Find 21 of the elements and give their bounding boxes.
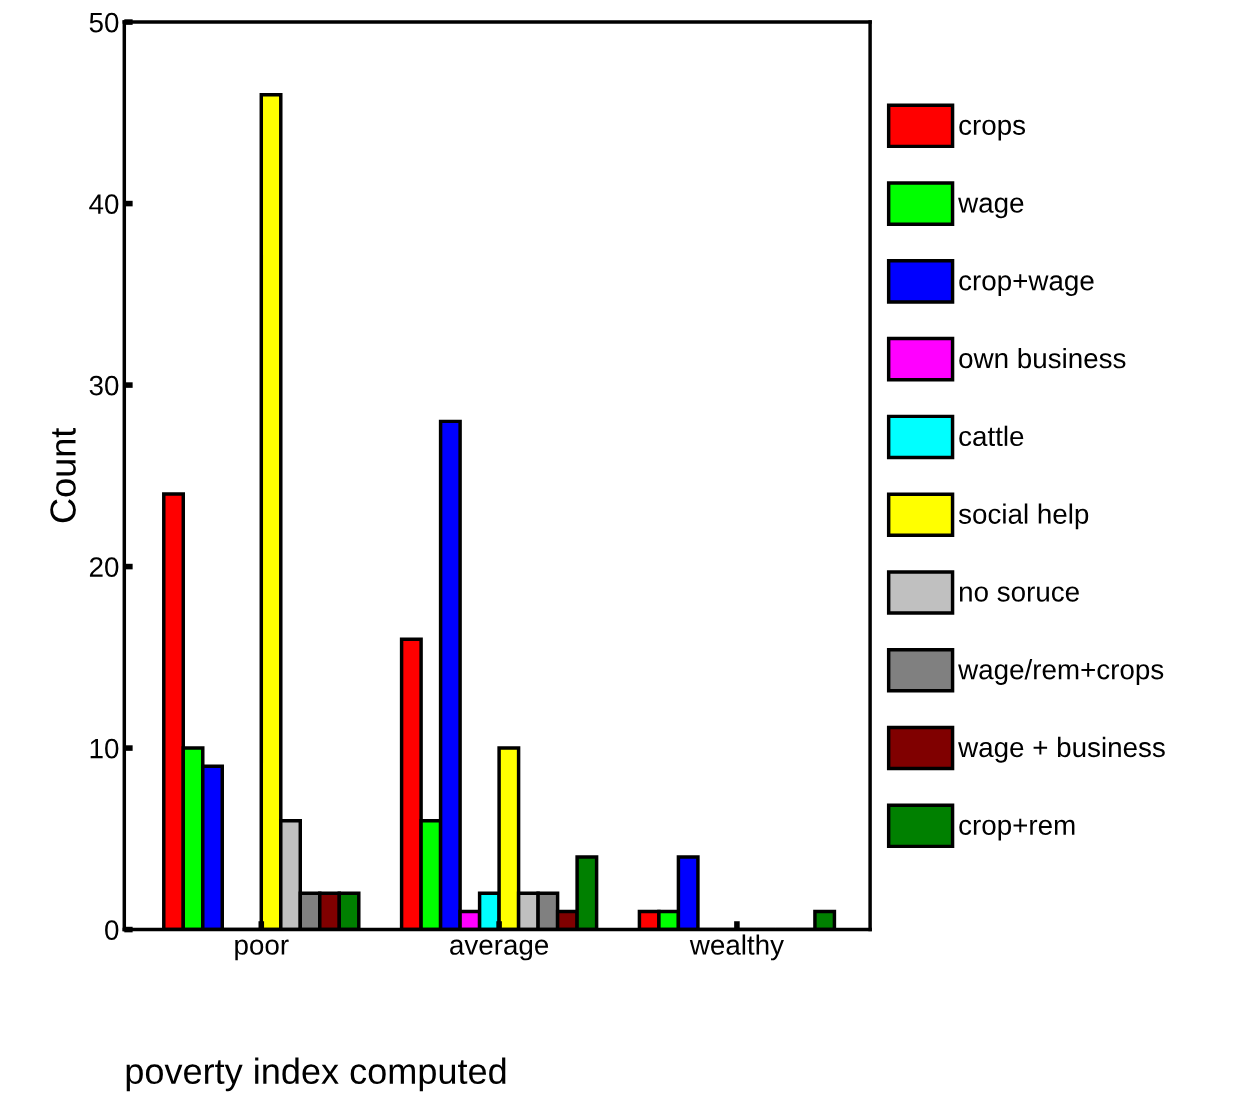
x-tick-label: poor — [235, 939, 289, 961]
y-tick-label: 40 — [89, 194, 119, 214]
legend-label: social help — [958, 503, 1089, 530]
legend-label: wage/rem+crops — [958, 659, 1164, 685]
y-tick-label: 0 — [105, 920, 119, 940]
legend-label: cattle — [959, 425, 1024, 447]
legend-label: crops — [959, 119, 1026, 141]
y-tick-label: 20 — [89, 557, 119, 577]
legend-label: own business — [959, 347, 1126, 369]
legend-label: crop+rem — [959, 818, 1075, 841]
y-tick-label: 10 — [90, 738, 119, 759]
x-tick-label: average — [450, 939, 549, 961]
legend-label: crop+wage — [959, 274, 1094, 297]
y-axis-title: Count — [50, 427, 76, 523]
legend-label: wage — [958, 197, 1024, 219]
x-axis-title: poverty index computed — [126, 1057, 506, 1092]
legend-label: no soruce — [959, 586, 1079, 602]
y-tick-label: 50 — [89, 12, 119, 33]
y-tick-label: 30 — [89, 375, 119, 396]
x-tick-label: wealthy — [689, 934, 784, 961]
legend-label: wage + business — [958, 736, 1165, 763]
